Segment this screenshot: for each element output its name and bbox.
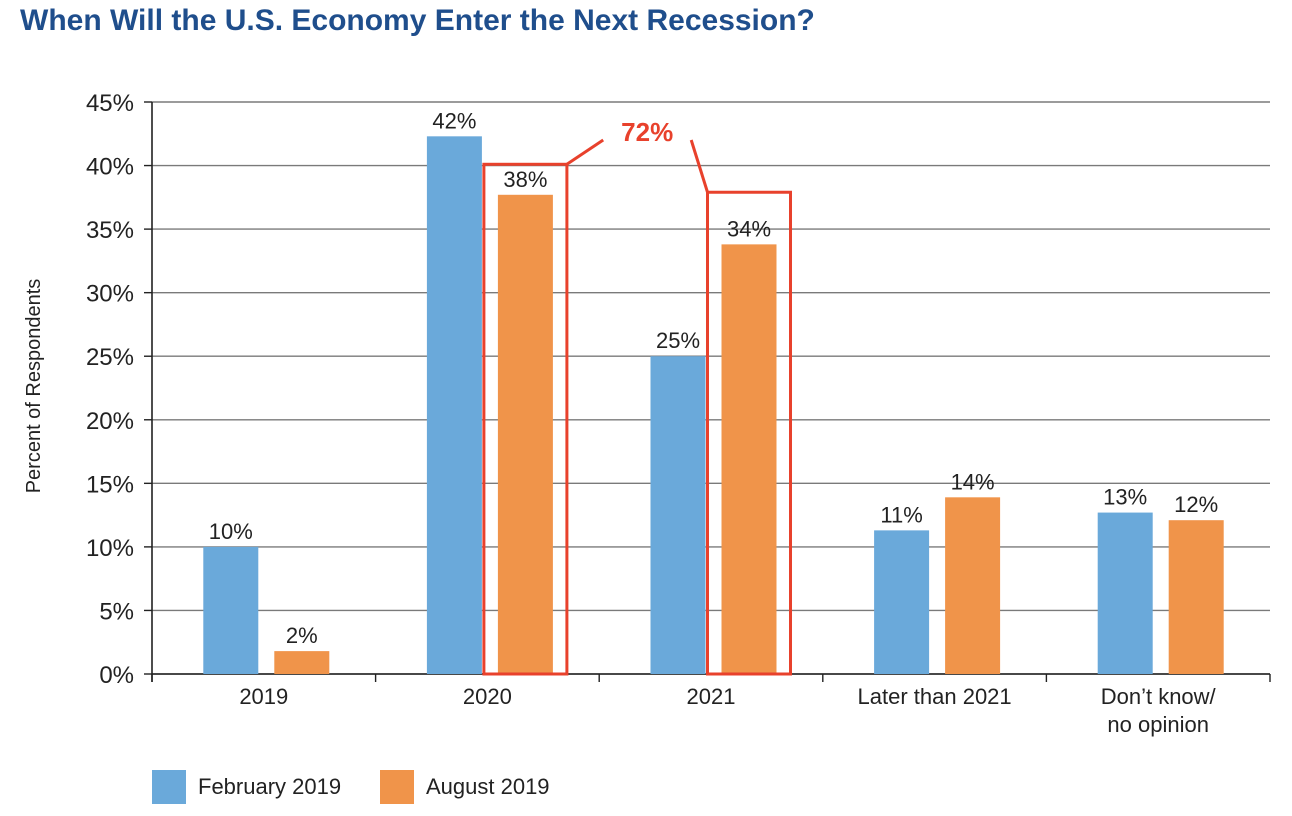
bars	[203, 136, 1224, 674]
x-tick-label: Later than 2021	[858, 684, 1012, 709]
legend-item-august: August 2019	[380, 770, 550, 804]
callout-label: 72%	[621, 117, 673, 147]
legend-swatch-february	[152, 770, 186, 804]
bar-february	[874, 530, 930, 674]
data-label: 11%	[880, 502, 922, 527]
data-label: 13%	[1103, 485, 1147, 510]
y-tick-label: 15%	[86, 471, 134, 498]
data-label: 34%	[727, 216, 771, 241]
callout-line-left	[566, 138, 605, 166]
bar-february	[203, 546, 259, 674]
legend-label-february: February 2019	[198, 774, 342, 799]
y-tick-label: 20%	[86, 408, 134, 435]
highlight-box	[482, 162, 569, 676]
y-tick-label: 35%	[86, 217, 134, 244]
y-axis-ticks: 0% 5% 10% 15% 20% 25% 30% 35% 40% 45%	[86, 90, 134, 689]
bar-august	[1168, 520, 1224, 674]
y-tick-label: 10%	[86, 535, 134, 562]
highlight-box	[706, 190, 792, 676]
x-tick-label: 2021	[687, 684, 736, 709]
legend-label-august: August 2019	[426, 774, 550, 799]
y-tick-label: 30%	[86, 281, 134, 308]
bar-august	[497, 194, 553, 674]
bar-august	[721, 244, 777, 674]
x-axis-ticks: 2019 2020 2021 Later than 2021 Don’t know/no…	[239, 684, 1216, 737]
data-label: 42%	[432, 108, 476, 133]
callout-line-right	[689, 139, 709, 193]
y-axis-label: Percent of Respondents	[23, 279, 45, 494]
legend-item-february: February 2019	[152, 770, 341, 804]
x-tick-label: Don’t know/	[1101, 684, 1217, 709]
legend-swatch-august	[380, 770, 414, 804]
data-label: 14%	[951, 469, 995, 494]
y-tick-label: 25%	[86, 344, 134, 371]
x-tick-label: 2019	[239, 684, 288, 709]
y-tick-label: 5%	[99, 598, 134, 625]
y-tick-label: 45%	[86, 90, 134, 117]
data-label: 12%	[1174, 492, 1218, 517]
bar-august	[945, 497, 1001, 674]
bar-august	[274, 651, 330, 674]
highlight-annotation: 72%	[482, 117, 792, 676]
bar-february	[1097, 512, 1153, 674]
chart-title: When Will the U.S. Economy Enter the Nex…	[20, 4, 815, 37]
data-label: 25%	[656, 328, 700, 353]
x-tick-label: 2020	[463, 684, 512, 709]
y-tick-label: 0%	[99, 662, 134, 689]
x-tick-label: no opinion	[1107, 712, 1209, 737]
bar-february	[650, 356, 706, 674]
bar-february	[426, 136, 482, 674]
data-label: 38%	[503, 167, 547, 192]
data-labels: 10% 2% 42% 38% 25% 34% 11% 14% 13% 12%	[209, 108, 1218, 648]
y-tick-label: 40%	[86, 154, 134, 181]
data-label: 2%	[286, 623, 318, 648]
data-label: 10%	[209, 519, 253, 544]
